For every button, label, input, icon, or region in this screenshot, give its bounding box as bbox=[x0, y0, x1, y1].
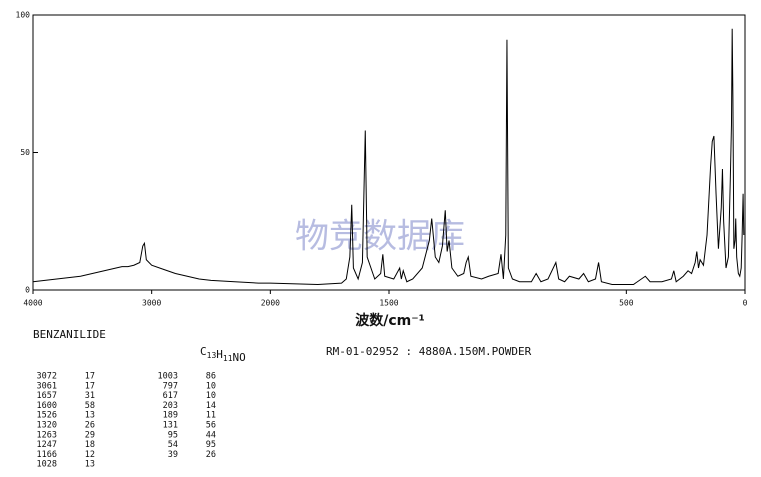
peak-intensity: 26 bbox=[85, 421, 95, 431]
peak-intensity: 17 bbox=[85, 372, 95, 382]
formula: C13H11NO bbox=[200, 345, 246, 364]
peak-wavenumber: 1166 bbox=[37, 450, 57, 460]
peak-intensity: 13 bbox=[85, 411, 95, 421]
peak-intensity: 26 bbox=[206, 450, 216, 460]
peak-wavenumber: 1028 bbox=[37, 460, 57, 470]
peak-wavenumber: 797 bbox=[163, 381, 178, 391]
peak-wavenumber: 1263 bbox=[37, 430, 57, 440]
peak-wavenumber: 1003 bbox=[158, 372, 178, 382]
y-tick-label: 50 bbox=[20, 148, 30, 157]
peak-intensity: 86 bbox=[206, 372, 216, 382]
x-tick-label: 500 bbox=[619, 299, 634, 308]
spectrum-line bbox=[32, 28, 745, 286]
peak-intensity: 10 bbox=[206, 391, 216, 401]
peak-wavenumber: 189 bbox=[163, 411, 178, 421]
peak-intensity: 10 bbox=[206, 381, 216, 391]
sample-name: BENZANILIDE bbox=[33, 328, 106, 341]
peak-wavenumber: 3061 bbox=[37, 381, 57, 391]
y-tick-label: 0 bbox=[25, 286, 30, 295]
peak-intensity: 56 bbox=[206, 421, 216, 431]
peak-intensity: 29 bbox=[85, 430, 95, 440]
x-axis-label: 波数/cm⁻¹ bbox=[355, 312, 425, 329]
peak-wavenumber: 131 bbox=[163, 421, 178, 431]
peak-wavenumber: 1657 bbox=[37, 391, 57, 401]
sample-code: RM-01-02952 : 4880A.150M.POWDER bbox=[326, 345, 532, 358]
peak-intensity: 11 bbox=[206, 411, 216, 421]
peak-wavenumber: 1247 bbox=[37, 440, 57, 450]
peak-intensity: 44 bbox=[206, 430, 216, 440]
peak-wavenumber: 617 bbox=[163, 391, 178, 401]
peak-wavenumber: 3072 bbox=[37, 372, 57, 382]
peak-intensity: 17 bbox=[85, 381, 95, 391]
peak-intensity: 58 bbox=[85, 401, 95, 411]
peak-wavenumber: 1600 bbox=[37, 401, 57, 411]
x-tick-label: 4000 bbox=[23, 299, 42, 308]
watermark: 物竞数据库 bbox=[295, 217, 465, 257]
peak-intensity: 31 bbox=[85, 391, 95, 401]
x-tick-label: 1500 bbox=[379, 299, 398, 308]
peak-wavenumber: 95 bbox=[168, 430, 178, 440]
peak-intensity: 14 bbox=[206, 401, 216, 411]
peak-wavenumber: 203 bbox=[163, 401, 178, 411]
peak-intensity: 12 bbox=[85, 450, 95, 460]
peak-wavenumber: 1526 bbox=[37, 411, 57, 421]
peak-wavenumber: 1320 bbox=[37, 421, 57, 431]
peak-intensity: 18 bbox=[85, 440, 95, 450]
peak-intensity: 95 bbox=[206, 440, 216, 450]
peak-wavenumber: 54 bbox=[168, 440, 178, 450]
x-tick-label: 2000 bbox=[261, 299, 280, 308]
y-tick-label: 100 bbox=[16, 11, 31, 20]
peak-intensity: 13 bbox=[85, 460, 95, 470]
x-tick-label: 3000 bbox=[142, 299, 161, 308]
x-tick-label: 0 bbox=[743, 299, 748, 308]
peak-wavenumber: 39 bbox=[168, 450, 178, 460]
